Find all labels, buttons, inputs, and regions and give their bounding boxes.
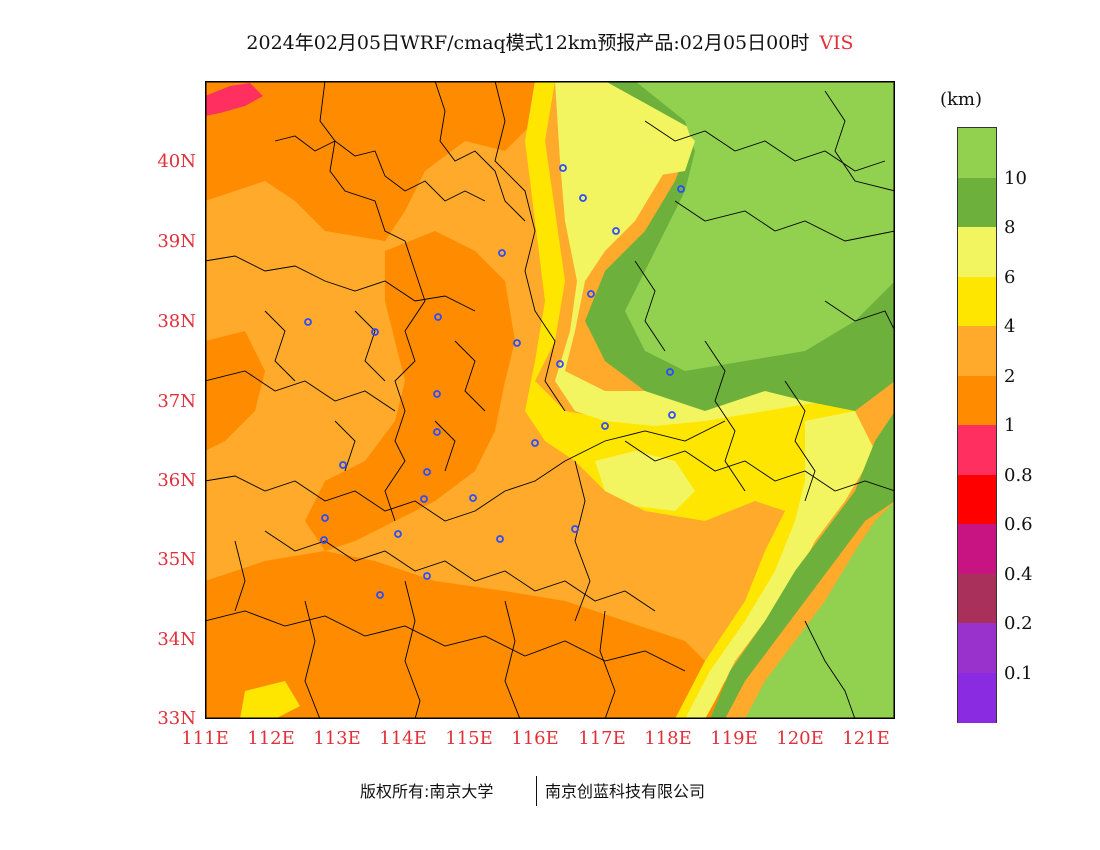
city-markers [304,164,685,599]
city-marker [423,468,431,476]
legend-label-0-8: 0.8 [1004,465,1033,486]
city-marker [376,591,384,599]
lat-tick-38n: 38N [157,311,196,332]
field-vis-1-2-north [205,81,535,241]
lat-tick-39n: 39N [157,231,196,252]
city-marker [677,185,685,193]
legend-swatch [958,474,996,525]
lon-tick-121e: 121E [842,728,890,749]
city-marker [531,439,539,447]
city-marker [304,318,312,326]
lon-tick-114e: 114E [379,728,427,749]
lat-tick-34n: 34N [157,629,196,650]
legend-label-4: 4 [1004,316,1016,337]
map-canvas [205,81,895,719]
legend-swatch [958,177,996,228]
field-vis-0-8-1 [205,83,263,116]
lon-tick-112e: 112E [247,728,295,749]
legend-swatch [958,672,996,723]
lon-tick-119e: 119E [710,728,758,749]
legend-swatch [958,375,996,426]
lon-tick-116e: 116E [511,728,559,749]
legend-label-0-1: 0.1 [1004,663,1033,684]
city-marker [601,422,609,430]
legend-swatch [958,227,996,277]
city-marker [587,290,595,298]
footer-divider [536,776,537,806]
city-marker [579,194,587,202]
city-marker [371,328,379,336]
city-marker [394,530,402,538]
city-marker [666,368,674,376]
legend-swatch [958,524,996,574]
city-marker [320,536,328,544]
field-vis-6-8-south [685,411,875,719]
lon-tick-113e: 113E [313,728,361,749]
legend-swatch [958,425,996,475]
field-vis-gt-10 [625,81,895,371]
legend-label-2: 2 [1004,366,1016,387]
legend-swatch [958,573,996,624]
lat-tick-33n: 33N [157,708,196,729]
legend-label-1: 1 [1004,415,1016,436]
field-vis-6-8-north-patch [640,121,695,176]
company-text: 南京创蓝科技有限公司 [545,782,706,801]
lat-tick-37n: 37N [157,391,196,412]
legend-label-0-2: 0.2 [1004,613,1033,634]
legend-unit: (km) [940,89,983,110]
legend-label-10: 10 [1004,168,1027,189]
field-vis-6-8-patch [595,451,695,511]
lat-tick-40n: 40N [157,151,196,172]
variable-label: VIS [819,32,854,54]
lon-tick-117e: 117E [578,728,626,749]
city-marker [513,339,521,347]
city-marker [571,525,579,533]
title-text: 2024年02月05日WRF/cmaq模式12km预报产品:02月05日00时 [246,32,810,54]
city-marker [434,313,442,321]
copyright-text: 版权所有:南京大学 [360,782,494,801]
lon-tick-115e: 115E [445,728,493,749]
legend-swatch [958,276,996,327]
map-frame [205,81,895,719]
field-vis-gt-10-south [745,501,895,719]
lon-tick-111e: 111E [181,728,229,749]
lat-tick-35n: 35N [157,549,196,570]
legend-swatch [958,128,996,178]
legend-label-0-6: 0.6 [1004,514,1033,535]
city-marker [668,411,676,419]
visibility-map [205,81,895,719]
city-marker [556,360,564,368]
field-vis-8-10-south [710,411,895,719]
field-vis-6-8 [555,81,875,426]
field-vis-4-6 [525,81,855,719]
admin-boundaries [205,81,895,719]
city-marker [559,164,567,172]
city-marker [420,495,428,503]
color-legend [957,127,997,723]
lon-tick-120e: 120E [776,728,824,749]
field-vis-1-2-west [205,331,265,451]
city-marker [612,227,620,235]
lat-tick-36n: 36N [157,470,196,491]
city-marker [339,461,347,469]
city-marker [423,572,431,580]
field-vis-4-6-patch [240,681,300,719]
field-vis-1-2-central [305,231,515,551]
city-marker [498,249,506,257]
legend-swatch [958,326,996,376]
legend-label-0-4: 0.4 [1004,564,1033,585]
chart-title: 2024年02月05日WRF/cmaq模式12km预报产品:02月05日00时 V… [0,28,1100,55]
city-marker [433,428,441,436]
city-marker [496,535,504,543]
legend-swatch [958,623,996,673]
lon-tick-118e: 118E [644,728,692,749]
city-marker [321,514,329,522]
legend-label-6: 6 [1004,267,1016,288]
city-marker [433,390,441,398]
legend-label-8: 8 [1004,217,1016,238]
field-vis-1-2-south [205,551,725,719]
city-marker [469,494,477,502]
